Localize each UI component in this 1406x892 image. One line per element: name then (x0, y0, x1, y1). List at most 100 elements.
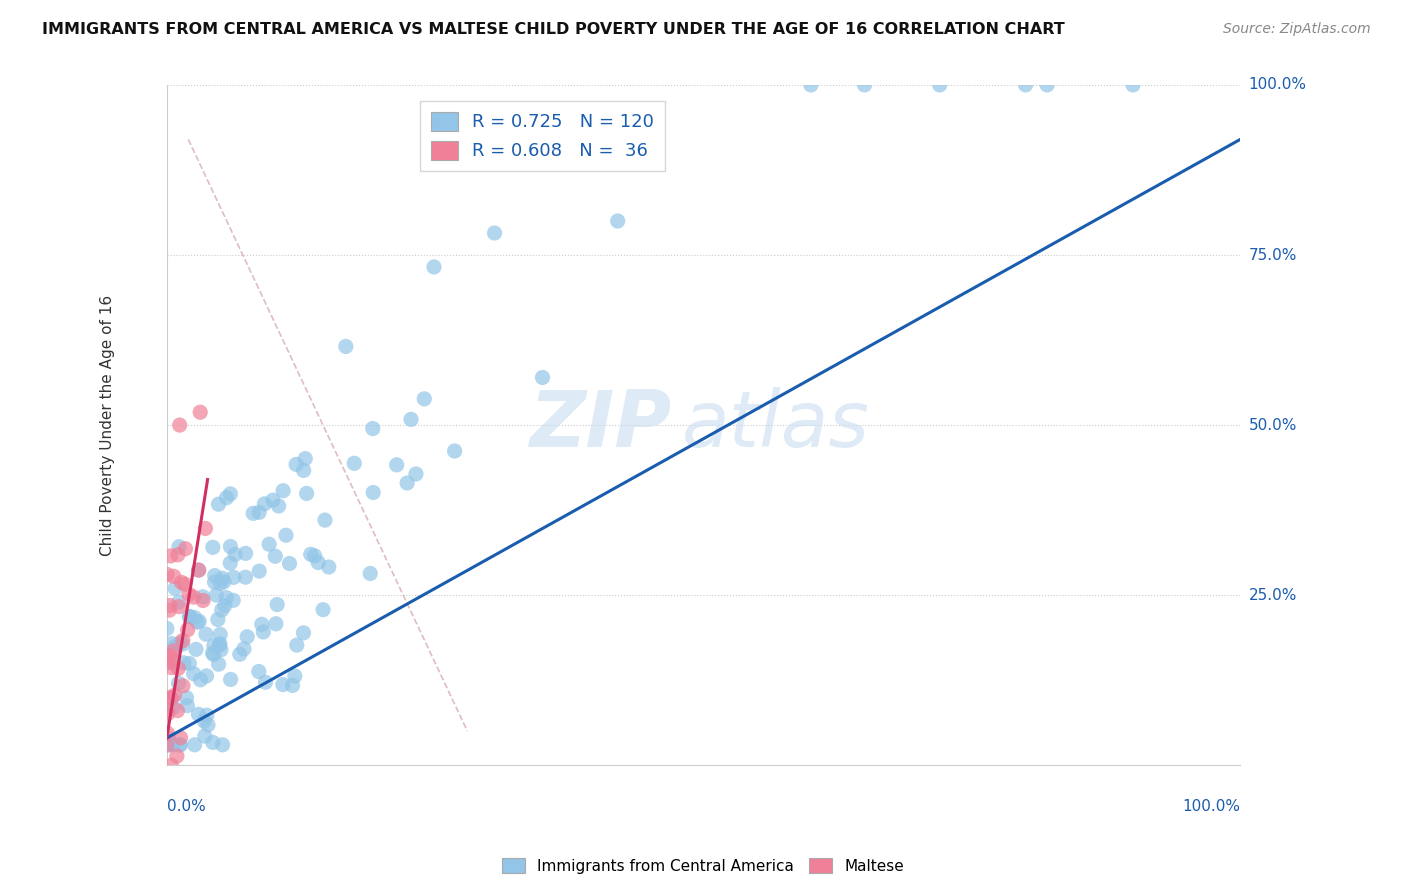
Point (1036, 78, 1059, 92)
Point (183, 590, 205, 604)
Point (167, 599, 190, 614)
Point (295, 486, 318, 500)
Point (163, 689, 186, 703)
Point (284, 669, 307, 683)
Point (257, 537, 280, 551)
Point (186, 615, 208, 630)
Point (159, 738, 181, 752)
Point (219, 487, 242, 501)
Text: IMMIGRANTS FROM CENTRAL AMERICA VS MALTESE CHILD POVERTY UNDER THE AGE OF 16 COR: IMMIGRANTS FROM CENTRAL AMERICA VS MALTE… (42, 22, 1064, 37)
Legend: R = 0.725   N = 120, R = 0.608   N =  36: R = 0.725 N = 120, R = 0.608 N = 36 (420, 101, 665, 171)
Point (405, 467, 427, 481)
Point (205, 588, 228, 602)
Point (278, 557, 301, 571)
Point (928, 78, 950, 92)
Point (201, 646, 224, 660)
Point (209, 576, 232, 591)
Legend: Immigrants from Central America, Maltese: Immigrants from Central America, Maltese (496, 852, 910, 880)
Point (156, 704, 179, 718)
Point (172, 633, 194, 648)
Point (183, 738, 205, 752)
Point (292, 463, 315, 477)
Text: 0.0%: 0.0% (167, 799, 205, 814)
Point (179, 609, 201, 624)
Point (193, 714, 215, 728)
Point (219, 673, 242, 687)
Point (166, 704, 188, 718)
Point (262, 493, 284, 508)
Point (359, 566, 381, 581)
Text: atlas: atlas (682, 387, 870, 463)
Point (271, 677, 294, 691)
Point (179, 609, 201, 624)
Point (173, 577, 195, 591)
Point (183, 610, 205, 624)
Point (224, 548, 246, 562)
Point (160, 690, 183, 705)
Text: 100.0%: 100.0% (1182, 799, 1240, 814)
Point (195, 708, 218, 723)
Point (423, 260, 446, 274)
Point (229, 648, 252, 662)
Point (188, 405, 211, 419)
Point (343, 456, 366, 470)
Point (307, 556, 329, 570)
Text: 25.0%: 25.0% (1249, 588, 1296, 603)
Text: 50.0%: 50.0% (1249, 417, 1296, 433)
Point (204, 568, 226, 582)
Point (247, 564, 270, 578)
Point (274, 528, 297, 542)
Text: 100.0%: 100.0% (1249, 78, 1306, 93)
Point (156, 656, 179, 670)
Point (187, 707, 209, 722)
Point (294, 451, 316, 466)
Point (312, 602, 335, 616)
Point (156, 726, 179, 740)
Point (159, 599, 181, 613)
Text: Source: ZipAtlas.com: Source: ZipAtlas.com (1223, 22, 1371, 37)
Point (177, 587, 200, 601)
Point (211, 603, 233, 617)
Point (194, 729, 217, 743)
Point (187, 563, 209, 577)
Point (167, 595, 190, 609)
Point (443, 444, 465, 458)
Point (247, 505, 270, 519)
Point (169, 731, 191, 745)
Point (188, 615, 211, 629)
Point (413, 392, 436, 406)
Point (162, 656, 184, 670)
Point (156, 567, 179, 582)
Point (156, 738, 179, 752)
Point (160, 758, 183, 772)
Point (172, 637, 194, 651)
Point (385, 458, 408, 472)
Point (209, 643, 232, 657)
Point (318, 560, 340, 574)
Point (252, 624, 274, 639)
Point (162, 738, 184, 752)
Point (335, 339, 357, 353)
Point (254, 675, 277, 690)
Point (271, 483, 294, 498)
Point (173, 656, 195, 670)
Point (201, 735, 224, 749)
Point (222, 593, 245, 607)
Point (187, 563, 209, 577)
Point (1122, 78, 1144, 92)
Point (162, 700, 184, 714)
Point (208, 638, 231, 652)
Point (167, 661, 190, 675)
Point (266, 598, 288, 612)
Point (156, 622, 179, 636)
Point (191, 593, 214, 607)
Point (202, 648, 225, 662)
Point (209, 627, 232, 641)
Point (174, 541, 197, 556)
Point (163, 569, 186, 583)
Point (156, 706, 179, 721)
Point (219, 556, 242, 570)
Point (169, 418, 191, 433)
Point (202, 639, 225, 653)
Point (606, 214, 628, 228)
